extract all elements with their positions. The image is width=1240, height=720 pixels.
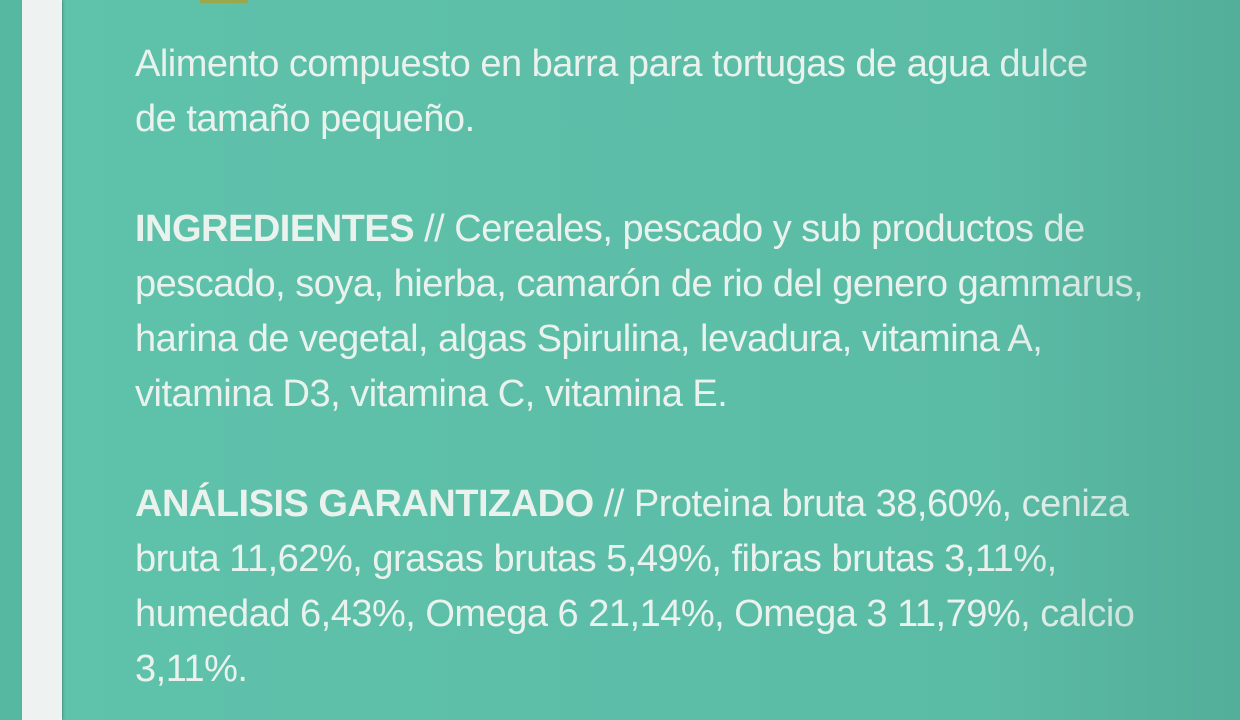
- analysis-line: bruta 11,62%, grasas brutas 5,49%, fibra…: [135, 538, 1057, 580]
- analysis-line: 3,11%.: [135, 648, 248, 690]
- analysis-text: // Proteina bruta 38,60%, ceniza: [603, 483, 1129, 525]
- description-line: Alimento compuesto en barra para tortuga…: [135, 43, 1088, 85]
- ingredients-line: vitamina D3, vitamina C, vitamina E.: [135, 373, 728, 415]
- analysis-line: ANÁLISIS GARANTIZADO // Proteina bruta 3…: [135, 482, 1129, 526]
- ingredients-line: pescado, soya, hierba, camarón de rio de…: [135, 263, 1144, 305]
- top-mark: [200, 0, 248, 3]
- ingredients-text: // Cereales, pescado y sub productos de: [424, 208, 1085, 250]
- ingredients-line: harina de vegetal, algas Spirulina, leva…: [135, 318, 1043, 360]
- analysis-heading: ANÁLISIS GARANTIZADO: [135, 483, 594, 525]
- white-stripe: [22, 0, 62, 720]
- can-edge: [0, 0, 22, 720]
- ingredients-heading: INGREDIENTES: [135, 208, 415, 250]
- description-line: de tamaño pequeño.: [135, 98, 475, 140]
- analysis-line: humedad 6,43%, Omega 6 21,14%, Omega 3 1…: [135, 593, 1135, 635]
- ingredients-line: INGREDIENTES // Cereales, pescado y sub …: [135, 207, 1085, 251]
